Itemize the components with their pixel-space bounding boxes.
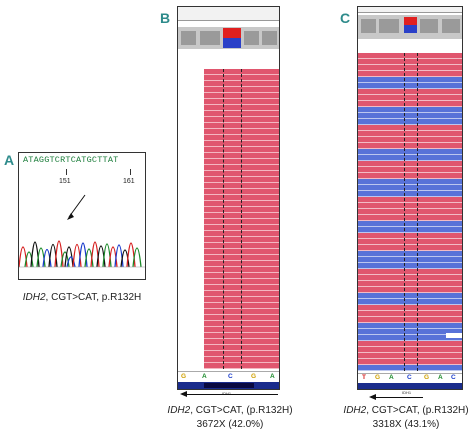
panel-a-caption-rest: , CGT>CAT, p.R132H xyxy=(45,292,142,303)
igv-c-reference: T G A C G A C xyxy=(358,373,462,383)
chromatogram-trace xyxy=(19,194,145,268)
ref-base: G xyxy=(181,373,187,380)
direction-arrow-b xyxy=(186,394,278,395)
panel-b-caption-line2: 3672X (42.0%) xyxy=(196,419,264,430)
igv-c-gene-label: IDH1 xyxy=(402,390,412,395)
igv-b-coverage-bar-1 xyxy=(181,31,196,45)
igv-b-gene-track: IDH1 xyxy=(178,382,279,396)
panel-c-caption-gene: IDH2 xyxy=(343,405,367,416)
position-label-151: 151 xyxy=(59,178,71,185)
panel-a-letter: A xyxy=(4,152,15,168)
tick-151 xyxy=(66,169,67,175)
igv-b-variant-line-right xyxy=(241,69,242,369)
ref-base: G xyxy=(424,374,430,381)
panel-a-caption: IDH2, CGT>CAT, p.R132H xyxy=(18,292,146,303)
igv-c-coverage-variant-alt xyxy=(404,25,417,33)
ref-base: C xyxy=(407,374,412,381)
igv-b-gene-exon xyxy=(204,383,254,388)
igv-c-frame: T G A C G A C IDH1 xyxy=(357,6,463,395)
panel-c-caption-rest: , CGT>CAT, (p.R132H) xyxy=(366,405,469,416)
igv-b-coverage-bar-2 xyxy=(200,31,220,45)
igv-b-coverage-bar-3 xyxy=(244,31,259,45)
panel-c-letter: C xyxy=(340,10,351,26)
tick-161 xyxy=(130,169,131,175)
ref-base: A xyxy=(202,373,207,380)
igv-c-header xyxy=(358,7,462,13)
igv-c-variant-line-right xyxy=(417,53,418,371)
igv-c-reads xyxy=(358,53,462,371)
igv-c-coverage-bar-1 xyxy=(361,19,376,33)
direction-arrowhead-c xyxy=(369,394,376,400)
ref-base: A xyxy=(438,374,443,381)
igv-b-reference: G A C G A xyxy=(178,371,279,382)
ref-base: A xyxy=(270,373,275,380)
panel-b-caption-gene: IDH2 xyxy=(167,405,191,416)
igv-b-gene-label: IDH1 xyxy=(222,391,231,396)
chromatogram-frame: ATAGGTCRTCATGCTTAT 151 161 xyxy=(18,152,146,280)
igv-b-header xyxy=(178,7,279,21)
panel-b-caption-rest: , CGT>CAT, (p.R132H) xyxy=(190,405,293,416)
igv-c-coverage-variant xyxy=(404,17,417,25)
panel-c-caption-line1: IDH2, CGT>CAT, (p.R132H) xyxy=(338,405,474,416)
igv-b-coverage-variant-alt xyxy=(223,38,241,48)
ref-base: C xyxy=(228,373,233,380)
igv-b-variant-line-left xyxy=(223,69,224,369)
position-label-161: 161 xyxy=(123,178,135,185)
igv-c-variant-line-left xyxy=(404,53,405,371)
panel-b-caption-line1: IDH2, CGT>CAT, (p.R132H) xyxy=(160,405,300,416)
igv-c-read-gap xyxy=(446,333,462,338)
ref-base: G xyxy=(375,374,381,381)
igv-c-gene-track: IDH1 xyxy=(358,383,462,395)
direction-arrowhead-b xyxy=(180,391,187,397)
ref-base: A xyxy=(389,374,394,381)
ref-base: G xyxy=(251,373,257,380)
igv-b-coverage-variant xyxy=(223,28,241,38)
ref-base: C xyxy=(451,374,456,381)
igv-c-coverage-bar-3 xyxy=(420,19,438,33)
panel-b-letter: B xyxy=(160,10,171,26)
panel-a-caption-gene: IDH2 xyxy=(22,292,46,303)
igv-c-coverage-bar-2 xyxy=(379,19,399,33)
igv-c-coverage-bar-4 xyxy=(442,19,460,33)
igv-b-coverage-bar-4 xyxy=(262,31,277,45)
ref-base: T xyxy=(362,374,366,381)
panel-c-caption-line2: 3318X (43.1%) xyxy=(372,419,440,430)
igv-b-frame: G A C G A IDH1 xyxy=(177,6,280,396)
direction-arrow-c xyxy=(375,397,423,398)
chromatogram-sequence: ATAGGTCRTCATGCTTAT xyxy=(23,155,119,165)
